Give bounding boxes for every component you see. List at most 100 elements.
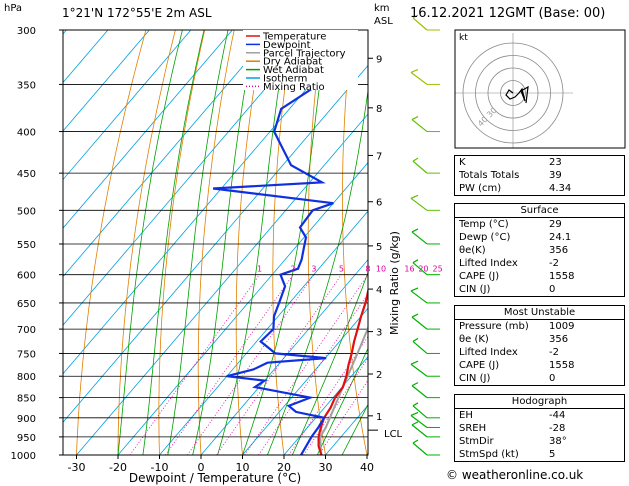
wind-barb-flag — [411, 382, 419, 387]
mu-key: CIN (J) — [459, 373, 491, 384]
mu-row: CIN (J) 0 — [455, 372, 624, 385]
wind-barbs — [410, 14, 440, 456]
wind-barb-flag — [412, 337, 419, 342]
pressure-tick-label: 400 — [17, 128, 36, 139]
wind-barb — [412, 340, 428, 354]
wind-barb — [411, 119, 428, 133]
height-tick-label: 9 — [376, 54, 382, 65]
surface-table: Surface Temp (°C) 29 Dewp (°C) 24.1 θe(K) 3… — [454, 203, 625, 297]
wind-barb-flag — [410, 68, 419, 73]
mu-value: 0 — [549, 373, 556, 384]
plot-frame — [62, 29, 369, 456]
hodo-value: 5 — [549, 449, 556, 460]
wind-barb — [411, 231, 428, 245]
isotherm-line — [159, 210, 368, 455]
mixing-ratio-label: 16 — [404, 265, 414, 274]
height-unit-label: km — [374, 3, 390, 14]
wind-barb-flag — [411, 313, 419, 318]
mu-row: Pressure (mb) 1009 — [455, 320, 624, 333]
temperature-line — [317, 287, 368, 455]
index-row: Totals Totals 39 — [455, 169, 624, 182]
lcl-label: LCL — [384, 429, 403, 440]
isotherm-line — [63, 30, 358, 375]
wet-adiabat-line — [192, 30, 256, 455]
surface-key: Lifted Index — [459, 258, 518, 269]
surface-value: 0 — [549, 284, 556, 295]
pressure-tick-label: 800 — [17, 372, 36, 383]
temperature-tick-label: -10 — [151, 461, 169, 474]
hodo-row: EH -44 — [455, 409, 624, 422]
surface-key: Dewp (°C) — [459, 232, 511, 243]
hodo-row: StmDir 38° — [455, 435, 624, 448]
mixing-ratio-label: 1 — [257, 265, 262, 274]
temperature-tick-label: -30 — [68, 461, 86, 474]
surface-row: CIN (J) 0 — [455, 283, 624, 296]
surface-row: Lifted Index -2 — [455, 257, 624, 270]
wind-barb — [410, 414, 428, 428]
wind-barb-flag — [412, 439, 419, 444]
mu-value: 1009 — [549, 321, 575, 332]
dry-adiabat-line — [342, 30, 368, 455]
plot-background — [63, 30, 368, 455]
wind-barb — [410, 71, 428, 85]
height-unit-label-asl: ASL — [374, 16, 393, 27]
hodograph-ring-label: 30 — [485, 106, 499, 120]
wet-adiabat-line — [341, 403, 368, 455]
most-unstable-title: Most Unstable — [455, 306, 624, 320]
legend-background — [243, 30, 358, 90]
dry-adiabat-line — [235, 30, 265, 455]
isotherm-line — [117, 161, 368, 455]
mu-key: Lifted Index — [459, 347, 518, 358]
mu-value: 356 — [549, 334, 569, 345]
wind-barb — [412, 160, 428, 174]
wet-adiabat-line — [291, 271, 368, 455]
x-axis-label: Dewpoint / Temperature (°C) — [129, 471, 301, 485]
mixing-ratio-label: 3 — [311, 265, 316, 274]
isotherm-line — [63, 30, 275, 278]
temperature-tick-label: 20 — [277, 461, 291, 474]
dry-adiabat-line — [76, 30, 147, 455]
location-label: 1°21'N 172°55'E 2m ASL — [62, 6, 212, 20]
isotherm-line — [200, 259, 368, 455]
mixing-ratio-line — [303, 357, 368, 455]
isotherm-line — [242, 307, 368, 455]
legend-entry: Dewpoint — [263, 40, 311, 51]
temperature-tick-label: 40 — [360, 461, 374, 474]
pressure-tick-label: 850 — [17, 394, 36, 405]
index-key: Totals Totals — [459, 170, 520, 181]
mixing-ratio-line — [187, 274, 315, 455]
surface-row: CAPE (J) 1558 — [455, 270, 624, 283]
hodo-key: StmDir — [459, 436, 494, 447]
wind-barb — [410, 197, 428, 211]
surface-row: θe(K) 356 — [455, 244, 624, 257]
dry-adiabat-line — [197, 30, 235, 455]
wind-barb-flag — [412, 14, 419, 19]
index-key: PW (cm) — [459, 183, 502, 194]
mixing-ratio-line — [244, 274, 368, 455]
mu-row: θe (K) 356 — [455, 333, 624, 346]
mixing-ratio-line — [129, 274, 260, 455]
legend-entry: Dry Adiabat — [263, 57, 322, 68]
temperature-tick-label: 30 — [319, 461, 333, 474]
isotherm-line — [63, 30, 316, 326]
surface-value: 1558 — [549, 271, 575, 282]
pressure-tick-label: 350 — [17, 80, 36, 91]
wind-barb — [410, 290, 428, 304]
wind-barb-flag — [410, 287, 419, 292]
surface-key: CAPE (J) — [459, 271, 500, 282]
hodograph-frame — [454, 29, 626, 149]
dry-adiabat-line — [158, 30, 206, 455]
dewpoint-line — [212, 30, 337, 455]
height-tick-label: 4 — [376, 285, 382, 296]
wind-barb-flag — [410, 360, 419, 365]
mu-value: -2 — [549, 347, 559, 358]
wind-barb — [410, 363, 428, 377]
wind-barb-flag — [411, 116, 419, 121]
index-row: PW (cm) 4.34 — [455, 182, 624, 195]
isotherm-line — [63, 30, 233, 229]
legend-entry: Parcel Trajectory — [263, 48, 346, 59]
surface-value: -2 — [549, 258, 559, 269]
parcel-trajectory-line — [319, 325, 368, 455]
credit-label: © weatheronline.co.uk — [446, 468, 584, 482]
